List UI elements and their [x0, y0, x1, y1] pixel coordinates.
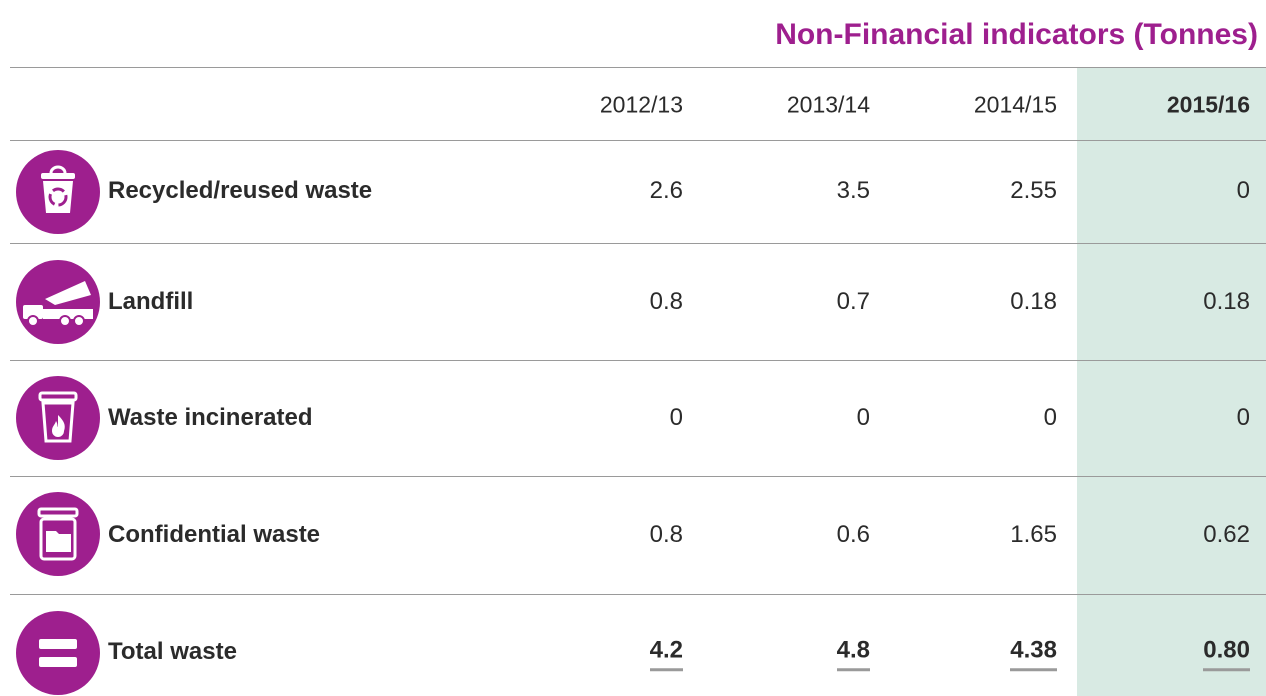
recycle-bin-icon	[16, 150, 100, 234]
rule	[10, 243, 1266, 244]
row-label: Confidential waste	[108, 521, 321, 548]
cell-value: 4.8	[836, 636, 870, 672]
cell-value: 0	[856, 404, 870, 431]
cell-value: 4.38	[1010, 636, 1057, 672]
cell-value: 4.2	[649, 636, 683, 672]
rule	[10, 360, 1266, 361]
row-label: Waste incinerated	[108, 404, 313, 431]
cell-value: 0	[1236, 177, 1250, 204]
highlight-column	[1077, 68, 1266, 696]
cell-value: 3.5	[836, 177, 870, 204]
cell-value: 1.65	[1010, 521, 1057, 548]
equals-icon	[16, 611, 100, 695]
cell-value: 0.8	[649, 521, 683, 548]
column-header: 2014/15	[973, 91, 1057, 118]
cell-value: 0.8	[649, 288, 683, 315]
cell-value: 0.62	[1203, 521, 1250, 548]
row-label: Landfill	[108, 288, 194, 315]
row-label: Total waste	[108, 638, 237, 665]
cell-value: 0.18	[1010, 288, 1057, 315]
cell-value: 0	[1236, 404, 1250, 431]
cell-value: 0.80	[1203, 636, 1250, 672]
column-header: 2012/13	[599, 91, 683, 118]
column-header: 2015/16	[1166, 91, 1250, 118]
cell-value: 2.6	[649, 177, 683, 204]
incinerator-icon	[16, 376, 100, 460]
cell-value: 0.7	[836, 288, 870, 315]
confidential-bin-icon	[16, 492, 100, 576]
cell-value: 0.18	[1203, 288, 1250, 315]
cell-value: 0	[669, 404, 683, 431]
cell-value: 0	[1043, 404, 1057, 431]
cell-value: 0.6	[836, 521, 870, 548]
title: Non-Financial indicators (Tonnes)	[775, 18, 1258, 51]
truck-icon	[16, 260, 100, 344]
rule	[10, 140, 1266, 141]
rule	[10, 476, 1266, 477]
column-header: 2013/14	[786, 91, 870, 118]
rule	[10, 594, 1266, 595]
rule	[10, 67, 1266, 68]
row-label: Recycled/reused waste	[108, 177, 373, 204]
cell-value: 2.55	[1010, 177, 1057, 204]
